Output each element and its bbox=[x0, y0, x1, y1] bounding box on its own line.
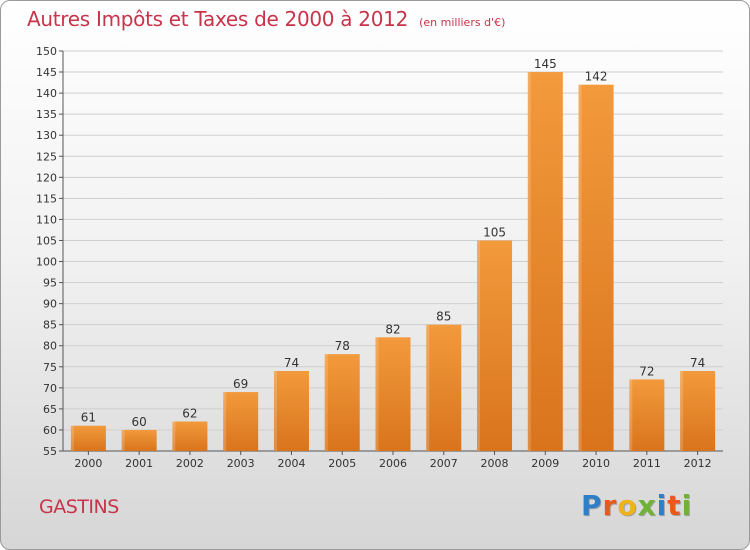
x-tick-label: 2006 bbox=[379, 457, 407, 470]
data-label: 62 bbox=[182, 407, 197, 421]
data-label: 72 bbox=[639, 364, 654, 378]
logo-letter: t bbox=[667, 489, 682, 522]
logo-letter: r bbox=[602, 489, 618, 522]
bar-highlight bbox=[70, 425, 74, 451]
data-label: 85 bbox=[436, 310, 451, 324]
bar-highlight bbox=[273, 371, 277, 451]
x-tick-label: 2005 bbox=[328, 457, 356, 470]
bar bbox=[527, 72, 563, 451]
bar-highlight bbox=[223, 392, 227, 451]
x-tick-label: 2001 bbox=[125, 457, 153, 470]
x-tick-label: 2002 bbox=[176, 457, 204, 470]
bar-highlight bbox=[172, 421, 176, 451]
data-label: 74 bbox=[284, 356, 299, 370]
y-tick-label: 95 bbox=[43, 277, 57, 290]
data-label: 142 bbox=[585, 70, 608, 84]
bar bbox=[426, 324, 462, 451]
y-tick-label: 105 bbox=[36, 234, 57, 247]
data-label: 105 bbox=[483, 225, 506, 239]
logo-letter: x bbox=[637, 489, 657, 522]
bar bbox=[121, 429, 157, 451]
title-row: Autres Impôts et Taxes de 2000 à 2012 (e… bbox=[27, 7, 505, 31]
bar bbox=[70, 425, 106, 451]
y-tick-label: 115 bbox=[36, 192, 57, 205]
chart-subtitle: (en milliers d'€) bbox=[419, 16, 506, 29]
data-label: 74 bbox=[690, 356, 705, 370]
data-label: 69 bbox=[233, 377, 248, 391]
y-tick-label: 75 bbox=[43, 361, 57, 374]
y-tick-label: 55 bbox=[43, 445, 57, 458]
bar bbox=[629, 379, 665, 451]
y-tick-label: 135 bbox=[36, 108, 57, 121]
logo-letter: P bbox=[581, 489, 603, 522]
logo-letter: o bbox=[617, 489, 638, 522]
logo-letter: i bbox=[656, 489, 668, 522]
x-tick-label: 2012 bbox=[684, 457, 712, 470]
bar-highlight bbox=[578, 84, 582, 452]
y-tick-label: 145 bbox=[36, 66, 57, 79]
labels: 55 60 65 70 75 80 85 90 95 100 105 110 115 120 125 130 1… bbox=[36, 45, 712, 470]
data-label: 60 bbox=[132, 415, 147, 429]
y-tick-label: 100 bbox=[36, 256, 57, 269]
bar-highlight bbox=[121, 429, 125, 451]
bar bbox=[324, 354, 360, 451]
data-label: 82 bbox=[385, 322, 400, 336]
x-tick-label: 2010 bbox=[582, 457, 610, 470]
bar bbox=[172, 421, 208, 451]
y-tick-label: 125 bbox=[36, 150, 57, 163]
y-tick-label: 140 bbox=[36, 87, 57, 100]
data-label: 61 bbox=[81, 411, 96, 425]
bar-highlight bbox=[375, 337, 379, 451]
data-label: 78 bbox=[335, 339, 350, 353]
proxiti-logo[interactable]: Proxiti bbox=[581, 489, 692, 522]
x-tick-label: 2003 bbox=[227, 457, 255, 470]
bar bbox=[273, 371, 309, 451]
y-tick-label: 85 bbox=[43, 319, 57, 332]
x-tick-label: 2011 bbox=[633, 457, 661, 470]
y-tick-label: 150 bbox=[36, 45, 57, 58]
bar-highlight bbox=[680, 371, 684, 451]
data-label: 145 bbox=[534, 57, 557, 71]
y-tick-label: 130 bbox=[36, 129, 57, 142]
bar bbox=[477, 240, 513, 451]
x-tick-label: 2000 bbox=[74, 457, 102, 470]
bar-highlight bbox=[426, 324, 430, 451]
bar-highlight bbox=[629, 379, 633, 451]
y-tick-label: 120 bbox=[36, 171, 57, 184]
x-tick-label: 2008 bbox=[481, 457, 509, 470]
y-tick-label: 90 bbox=[43, 298, 57, 311]
x-tick-label: 2004 bbox=[277, 457, 305, 470]
y-tick-label: 70 bbox=[43, 382, 57, 395]
bar-highlight bbox=[324, 354, 328, 451]
bar-highlight bbox=[477, 240, 481, 451]
y-tick-label: 65 bbox=[43, 403, 57, 416]
y-tick-label: 110 bbox=[36, 213, 57, 226]
bar bbox=[223, 392, 259, 451]
y-tick-label: 80 bbox=[43, 340, 57, 353]
x-tick-label: 2009 bbox=[531, 457, 559, 470]
y-tick-label: 60 bbox=[43, 424, 57, 437]
bar bbox=[578, 84, 614, 452]
chart-title: Autres Impôts et Taxes de 2000 à 2012 bbox=[27, 7, 408, 31]
logo-letter: i bbox=[681, 489, 693, 522]
bar bbox=[375, 337, 411, 451]
bars bbox=[70, 72, 716, 452]
bar-highlight bbox=[527, 72, 531, 451]
x-tick-label: 2007 bbox=[430, 457, 458, 470]
town-name: GASTINS bbox=[39, 496, 119, 518]
bar bbox=[680, 371, 716, 451]
